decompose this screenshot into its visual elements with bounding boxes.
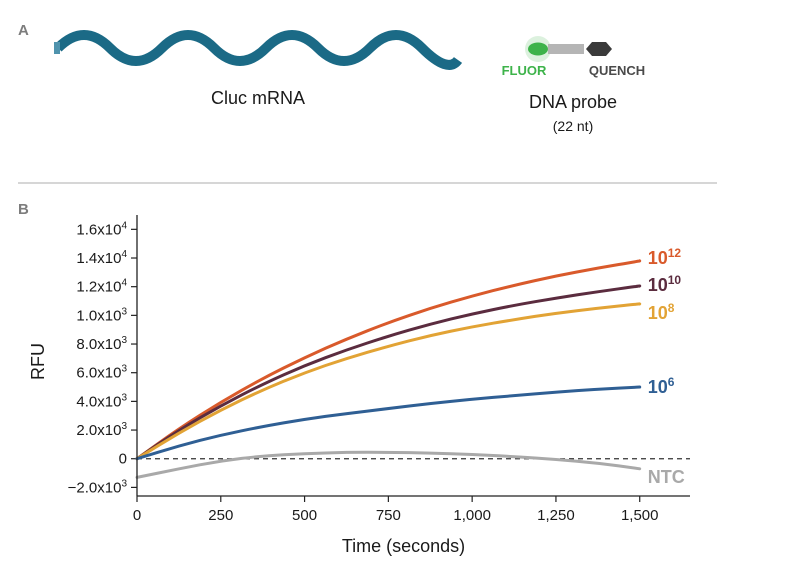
fluor-icon xyxy=(528,42,548,56)
rfu-line-chart: −2.0x103 0 2.0x103 4.0x103 6.0x103 8.0x103 1.0… xyxy=(28,215,690,556)
dna-probe-icon xyxy=(525,36,612,62)
x-axis-ticks: 0 250 500 750 1,000 1,250 1,500 xyxy=(133,496,659,524)
x-tick-label: 1,000 xyxy=(453,507,491,524)
x-tick-label: 500 xyxy=(292,507,317,524)
series-lines xyxy=(135,259,642,479)
y-tick-label: 1.4x104 xyxy=(76,249,127,267)
y-axis-title: RFU xyxy=(28,343,48,380)
x-tick-label: 1,250 xyxy=(537,507,575,524)
series-line-1012 xyxy=(135,259,642,461)
y-tick-label: 4.0x103 xyxy=(76,392,127,410)
y-tick-label: 8.0x103 xyxy=(76,335,127,353)
series-label-106: 106 xyxy=(648,375,675,397)
series-line-108 xyxy=(135,302,642,461)
y-tick-label: −2.0x103 xyxy=(68,478,128,496)
x-tick-label: 250 xyxy=(208,507,233,524)
y-axis-ticks: −2.0x103 0 2.0x103 4.0x103 6.0x103 8.0x103 1.0… xyxy=(68,220,137,496)
y-tick-label: 1.0x103 xyxy=(76,306,127,324)
series-label-ntc: NTC xyxy=(648,467,685,487)
probe-label: DNA probe xyxy=(529,92,617,112)
mrna-label: Cluc mRNA xyxy=(211,88,305,108)
panel-a-letter: A xyxy=(18,22,29,39)
mrna-cap-icon xyxy=(54,42,60,54)
fluor-label: FLUOR xyxy=(502,63,547,78)
probe-length-label: (22 nt) xyxy=(553,118,593,134)
series-label-1010: 1010 xyxy=(648,273,682,295)
series-line-106 xyxy=(135,385,642,461)
series-line-ntc xyxy=(135,450,642,479)
series-label-108: 108 xyxy=(648,301,675,323)
y-tick-label: 6.0x103 xyxy=(76,364,127,382)
series-labels: 1012 1010 108 106 NTC xyxy=(648,246,685,487)
y-tick-label: 2.0x103 xyxy=(76,421,127,439)
x-tick-label: 750 xyxy=(376,507,401,524)
panel-b-letter: B xyxy=(18,201,29,218)
x-axis-title: Time (seconds) xyxy=(342,536,465,556)
x-tick-label: 1,500 xyxy=(621,507,659,524)
mrna-icon xyxy=(54,30,463,70)
x-tick-label: 0 xyxy=(133,507,141,524)
probe-linker-icon xyxy=(548,44,584,54)
y-tick-label: 1.6x104 xyxy=(76,220,127,238)
series-line-1010 xyxy=(135,284,642,461)
series-label-1012: 1012 xyxy=(648,246,682,268)
y-tick-label: 1.2x104 xyxy=(76,278,127,296)
y-tick-label: 0 xyxy=(119,451,127,468)
quencher-icon xyxy=(586,42,612,56)
quench-label: QUENCH xyxy=(589,63,645,78)
